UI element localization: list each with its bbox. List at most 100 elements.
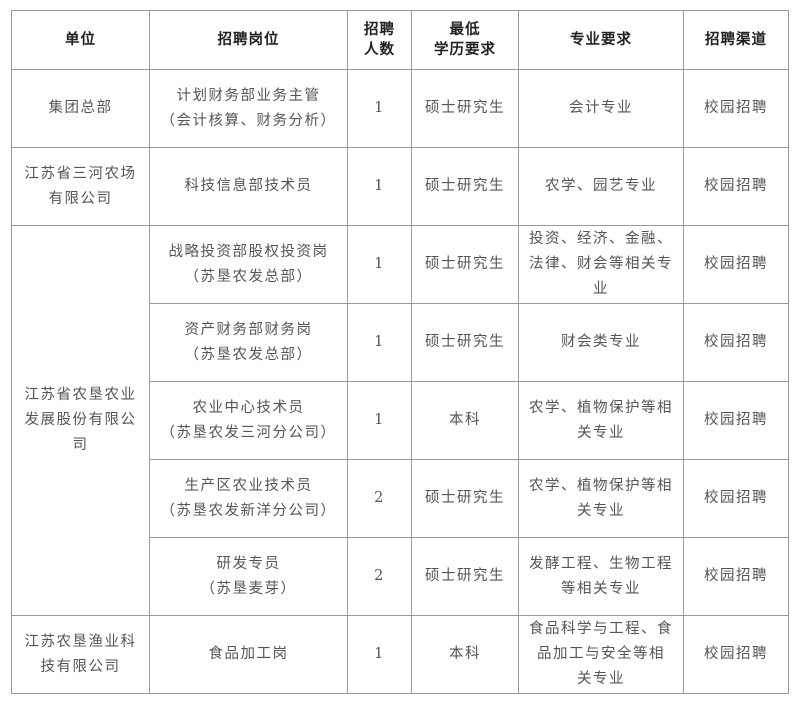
count-cell: 1 xyxy=(347,147,412,226)
position-cell-line: （苏垦农发新洋分公司） xyxy=(160,502,337,519)
unit-cell: 集团总部 xyxy=(11,69,150,148)
channel-cell: 校园招聘 xyxy=(683,459,789,538)
channel-cell: 校园招聘 xyxy=(683,69,789,148)
channel-cell-line: 校园招聘 xyxy=(704,646,768,662)
education-cell: 本科 xyxy=(411,381,519,460)
position-cell: 生产区农业技术员 （苏垦农发新洋分公司） xyxy=(149,459,348,538)
position-cell: 科技信息部技术员 xyxy=(149,147,348,226)
count-cell: 2 xyxy=(347,459,412,538)
header-row: 单位 招聘岗位 招聘 人数 最低 学历要求 专业要求 招聘渠道 xyxy=(11,10,789,70)
header-count: 招聘 人数 xyxy=(347,10,412,70)
education-cell: 硕士研究生 xyxy=(411,225,519,304)
education-cell-line: 硕士研究生 xyxy=(425,568,505,584)
count-cell: 1 xyxy=(347,381,412,460)
channel-cell: 校园招聘 xyxy=(683,615,789,694)
count-cell-line: 1 xyxy=(374,334,385,350)
header-count-line: 招聘 xyxy=(364,21,395,38)
education-cell-line: 硕士研究生 xyxy=(425,256,505,272)
table-row: 生产区农业技术员 （苏垦农发新洋分公司） 2 硕士研究生 农学、植物保护等相 关专业 校园招… xyxy=(12,459,789,538)
count-cell: 1 xyxy=(347,615,412,694)
header-major-line: 专业要求 xyxy=(570,31,632,48)
position-cell: 食品加工岗 xyxy=(149,615,348,694)
position-cell: 资产财务部财务岗 （苏垦农发总部） xyxy=(149,303,348,382)
table-row: 集团总部 计划财务部业务主管 （会计核算、财务分析） 1 硕士研究生 会计专业 校园招聘 xyxy=(11,69,789,148)
position-cell-line: 科技信息部技术员 xyxy=(184,178,313,194)
unit-cell-line: 江苏省农垦农业 xyxy=(24,387,137,403)
major-cell: 农学、植物保护等相 关专业 xyxy=(518,381,684,460)
major-cell-line: 品加工与安全等相 xyxy=(537,646,665,662)
position-cell-line: （苏垦麦芽） xyxy=(200,580,297,597)
major-cell-line: 财会类专业 xyxy=(561,334,641,350)
education-cell-line: 硕士研究生 xyxy=(425,178,505,194)
count-cell: 2 xyxy=(347,537,412,616)
channel-cell-line: 校园招聘 xyxy=(704,490,768,506)
header-channel: 招聘渠道 xyxy=(683,10,789,70)
position-cell-line: 资产财务部财务岗 xyxy=(184,321,313,338)
count-cell-line: 2 xyxy=(374,490,385,506)
unit-cell-line: 技有限公司 xyxy=(40,658,121,675)
position-cell-line: （苏垦农发三河分公司） xyxy=(160,424,337,441)
position-cell-line: 农业中心技术员 xyxy=(192,399,305,416)
channel-cell-line: 校园招聘 xyxy=(704,412,768,428)
header-unit: 单位 xyxy=(11,10,150,70)
position-cell-line: 战略投资部股权投资岗 xyxy=(168,243,329,260)
major-cell-line: 等相关专业 xyxy=(561,580,641,597)
position-cell-line: 食品加工岗 xyxy=(208,646,289,662)
header-position: 招聘岗位 xyxy=(149,10,348,70)
count-cell: 1 xyxy=(347,303,412,382)
major-cell-line: 关专业 xyxy=(577,671,625,687)
education-cell: 硕士研究生 xyxy=(411,537,519,616)
count-cell-line: 1 xyxy=(374,100,385,116)
education-cell: 本科 xyxy=(411,615,519,694)
channel-cell: 校园招聘 xyxy=(683,537,789,616)
major-cell-line: 关专业 xyxy=(577,424,625,441)
header-major: 专业要求 xyxy=(518,10,684,70)
major-cell-line: 投资、经济、金融、 xyxy=(529,231,673,247)
position-cell-line: （苏垦农发总部） xyxy=(184,268,313,285)
unit-cell-line: 司 xyxy=(72,437,89,453)
header-channel-line: 招聘渠道 xyxy=(705,31,767,48)
channel-cell: 校园招聘 xyxy=(683,147,789,226)
table-row: 研发专员 （苏垦麦芽） 2 硕士研究生 发酵工程、生物工程 等相关专业 校园招聘 xyxy=(12,537,789,616)
table-row: 农业中心技术员 （苏垦农发三河分公司） 1 本科 农学、植物保护等相 关专业 校园招聘 xyxy=(12,381,789,460)
major-cell-line: 农学、园艺专业 xyxy=(545,178,657,194)
header-education-line: 最低 xyxy=(449,21,481,38)
education-cell: 硕士研究生 xyxy=(411,459,519,538)
education-cell: 硕士研究生 xyxy=(411,147,519,226)
education-cell: 硕士研究生 xyxy=(411,69,519,148)
count-cell-line: 1 xyxy=(374,256,385,272)
channel-cell: 校园招聘 xyxy=(683,303,789,382)
unit-cell-line: 集团总部 xyxy=(48,100,113,116)
major-cell-line: 发酵工程、生物工程 xyxy=(529,555,673,572)
major-cell: 投资、经济、金融、 法律、财会等相关专业 xyxy=(518,225,684,304)
major-cell-line: 食品科学与工程、食 xyxy=(529,621,673,637)
channel-cell-line: 校园招聘 xyxy=(704,178,768,194)
major-cell: 农学、植物保护等相 关专业 xyxy=(518,459,684,538)
major-cell: 发酵工程、生物工程 等相关专业 xyxy=(518,537,684,616)
channel-cell-line: 校园招聘 xyxy=(704,334,768,350)
header-unit-line: 单位 xyxy=(65,31,96,48)
header-education-line: 学历要求 xyxy=(434,41,496,58)
recruitment-table: 单位 招聘岗位 招聘 人数 最低 学历要求 专业要求 招聘渠道 集团总部 计划财务部业务主管 （会计… xyxy=(11,10,789,694)
count-cell-line: 1 xyxy=(374,412,385,428)
unit-cell: 江苏省农垦农业 发展股份有限公司 xyxy=(11,225,150,616)
major-cell: 农学、园艺专业 xyxy=(518,147,684,226)
major-cell-line: 关专业 xyxy=(577,502,625,519)
major-cell-line: 农学、植物保护等相 xyxy=(529,399,673,416)
channel-cell: 校园招聘 xyxy=(683,225,789,304)
position-cell-line: （会计核算、财务分析） xyxy=(160,112,337,129)
header-education: 最低 学历要求 xyxy=(411,10,519,70)
count-cell: 1 xyxy=(347,225,412,304)
major-cell-line: 法律、财会等相关专 xyxy=(529,256,673,272)
unit-cell-line: 有限公司 xyxy=(48,190,113,207)
channel-cell-line: 校园招聘 xyxy=(704,100,768,116)
education-cell: 硕士研究生 xyxy=(411,303,519,382)
header-count-line: 人数 xyxy=(364,41,395,58)
table-row: 资产财务部财务岗 （苏垦农发总部） 1 硕士研究生 财会类专业 校园招聘 xyxy=(12,303,789,382)
header-position-line: 招聘岗位 xyxy=(217,31,280,48)
position-cell-line: 研发专员 xyxy=(216,555,281,572)
count-cell-line: 1 xyxy=(374,646,385,662)
education-cell-line: 硕士研究生 xyxy=(425,100,505,116)
count-cell: 1 xyxy=(347,69,412,148)
count-cell-line: 2 xyxy=(374,568,385,584)
